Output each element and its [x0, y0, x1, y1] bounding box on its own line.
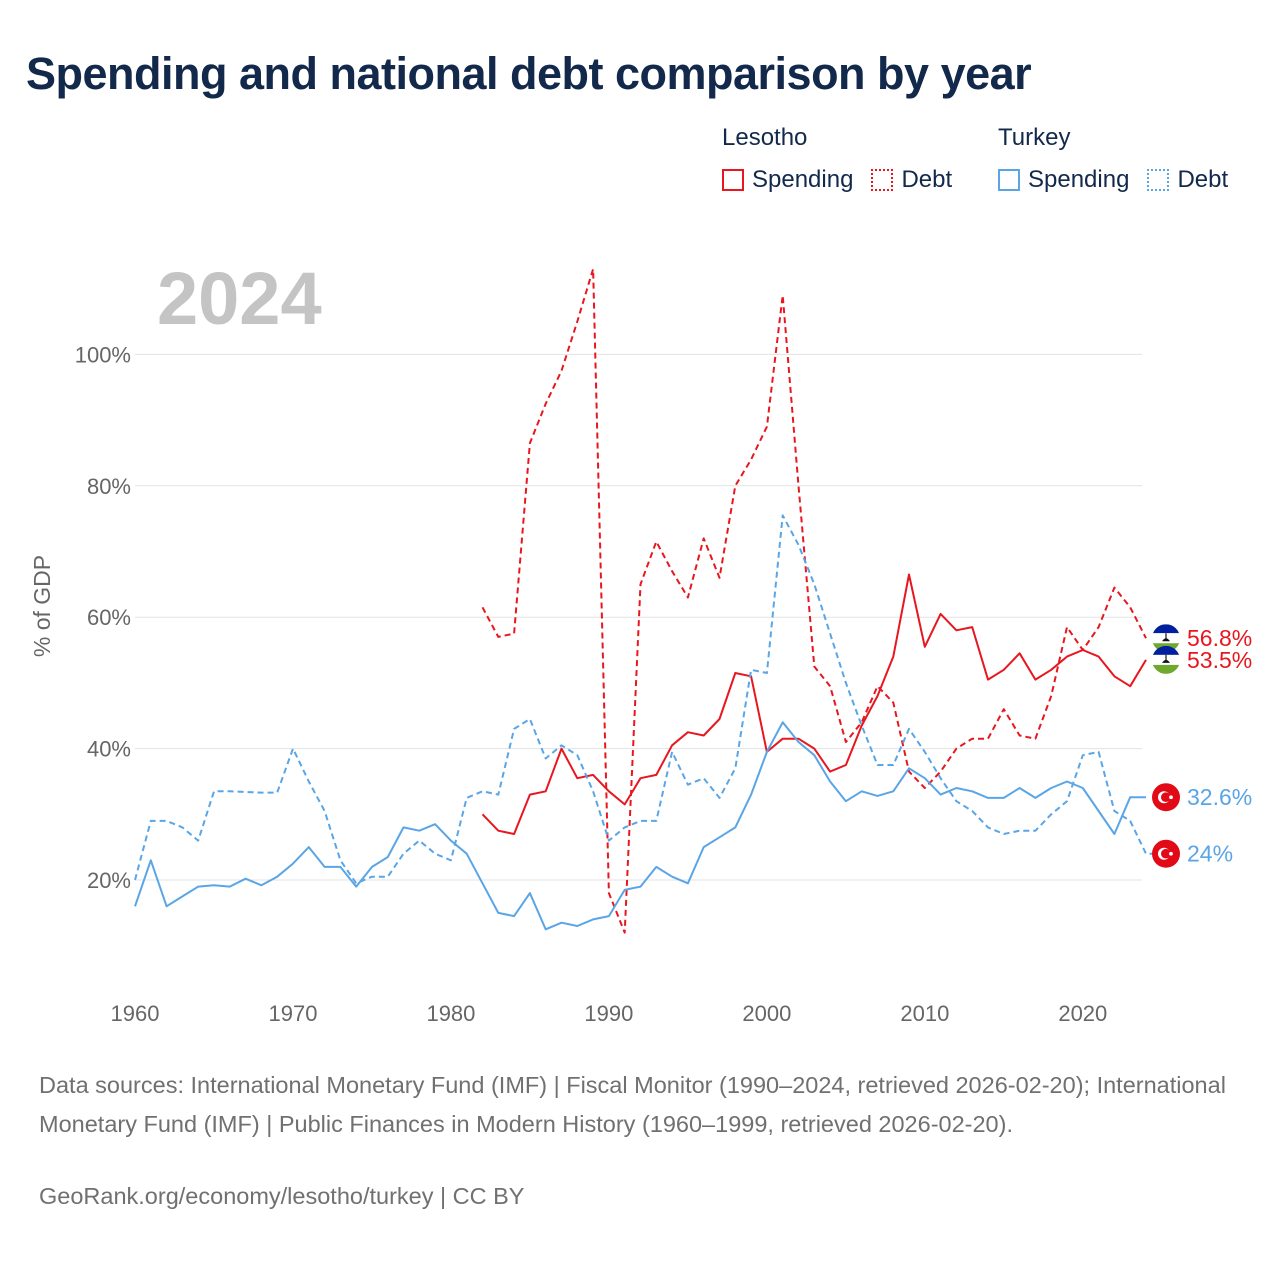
x-tick-labels: 1960 1970 1980 1990 2000 2010 2020	[111, 1001, 1108, 1026]
legend-label-turkey-debt: Debt	[1177, 166, 1229, 193]
dotted-swatch-icon	[1147, 169, 1170, 191]
grid-lines	[135, 353, 1142, 881]
legend-label-lesotho-debt: Debt	[901, 166, 953, 193]
end-value-label: 32.6%	[1187, 784, 1252, 810]
lesotho-flag-icon	[1152, 645, 1180, 674]
x-tick-label: 2000	[742, 1001, 791, 1026]
dotted-swatch-icon	[871, 169, 894, 191]
solid-swatch-icon	[998, 169, 1020, 191]
legend-group-turkey: Turkey Spending Debt	[998, 124, 1246, 194]
legend-country-turkey: Turkey	[998, 124, 1071, 151]
x-tick-label: 1980	[426, 1001, 475, 1026]
turkey-flag-icon	[1152, 839, 1180, 868]
turkey-flag-icon	[1152, 783, 1180, 812]
credit-link[interactable]: GeoRank.org/economy/lesotho/turkey | CC …	[39, 1183, 525, 1209]
legend-country-lesotho: Lesotho	[722, 124, 808, 151]
series-turkey-debt	[134, 514, 1162, 885]
solid-swatch-icon	[722, 169, 744, 191]
legend-group-lesotho: Lesotho Spending Debt	[722, 124, 970, 194]
end-value-label: 53.5%	[1187, 647, 1252, 673]
y-tick-label: 20%	[87, 868, 131, 893]
series-layer	[134, 268, 1162, 934]
end-labels: 56.8%53.5% 32.6% 24%	[1152, 624, 1252, 868]
y-tick-label: 100%	[75, 342, 131, 367]
legend-item-lesotho-debt[interactable]: Debt	[871, 166, 952, 194]
series-turkey-spending	[134, 721, 1146, 931]
legend-item-turkey-spending[interactable]: Spending	[998, 166, 1129, 194]
x-tick-label: 2010	[900, 1001, 949, 1026]
x-tick-label: 1990	[584, 1001, 633, 1026]
legend-item-lesotho-spending[interactable]: Spending	[722, 166, 853, 194]
year-watermark: 2024	[157, 257, 322, 340]
legend-label-lesotho-spending: Spending	[752, 166, 854, 193]
x-tick-label: 1970	[268, 1001, 317, 1026]
x-tick-label: 2020	[1058, 1001, 1107, 1026]
legend-item-turkey-debt[interactable]: Debt	[1147, 166, 1228, 194]
x-tick-label: 1960	[111, 1001, 160, 1026]
series-lesotho-debt	[481, 268, 1147, 934]
y-tick-labels: 20% 40% 60% 80% 100%	[75, 342, 131, 893]
data-sources: Data sources: International Monetary Fun…	[39, 1072, 1226, 1137]
legend-label-turkey-spending: Spending	[1028, 166, 1130, 193]
end-value-label: 24%	[1187, 841, 1233, 867]
y-tick-label: 60%	[87, 605, 131, 630]
end-value-label: 56.8%	[1187, 625, 1252, 651]
y-tick-label: 80%	[87, 474, 131, 499]
chart-title: Spending and national debt comparison by…	[26, 48, 1032, 99]
y-axis-label: % of GDP	[29, 555, 55, 657]
y-tick-label: 40%	[87, 737, 131, 762]
series-lesotho-spending	[481, 573, 1147, 835]
